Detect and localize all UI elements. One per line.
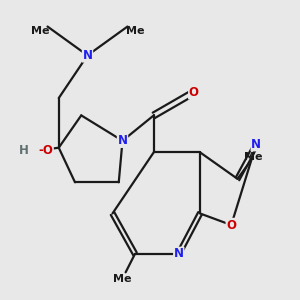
Text: Me: Me: [244, 152, 262, 162]
Text: N: N: [251, 138, 261, 151]
Text: Me: Me: [112, 274, 131, 284]
Text: O: O: [226, 218, 236, 232]
Text: O: O: [189, 86, 199, 99]
Text: N: N: [82, 49, 92, 62]
Text: H: H: [19, 143, 29, 157]
Text: N: N: [174, 247, 184, 260]
Text: Me: Me: [31, 26, 49, 36]
Text: -O: -O: [38, 143, 53, 157]
Text: Me: Me: [126, 26, 144, 36]
Text: N: N: [118, 134, 128, 147]
